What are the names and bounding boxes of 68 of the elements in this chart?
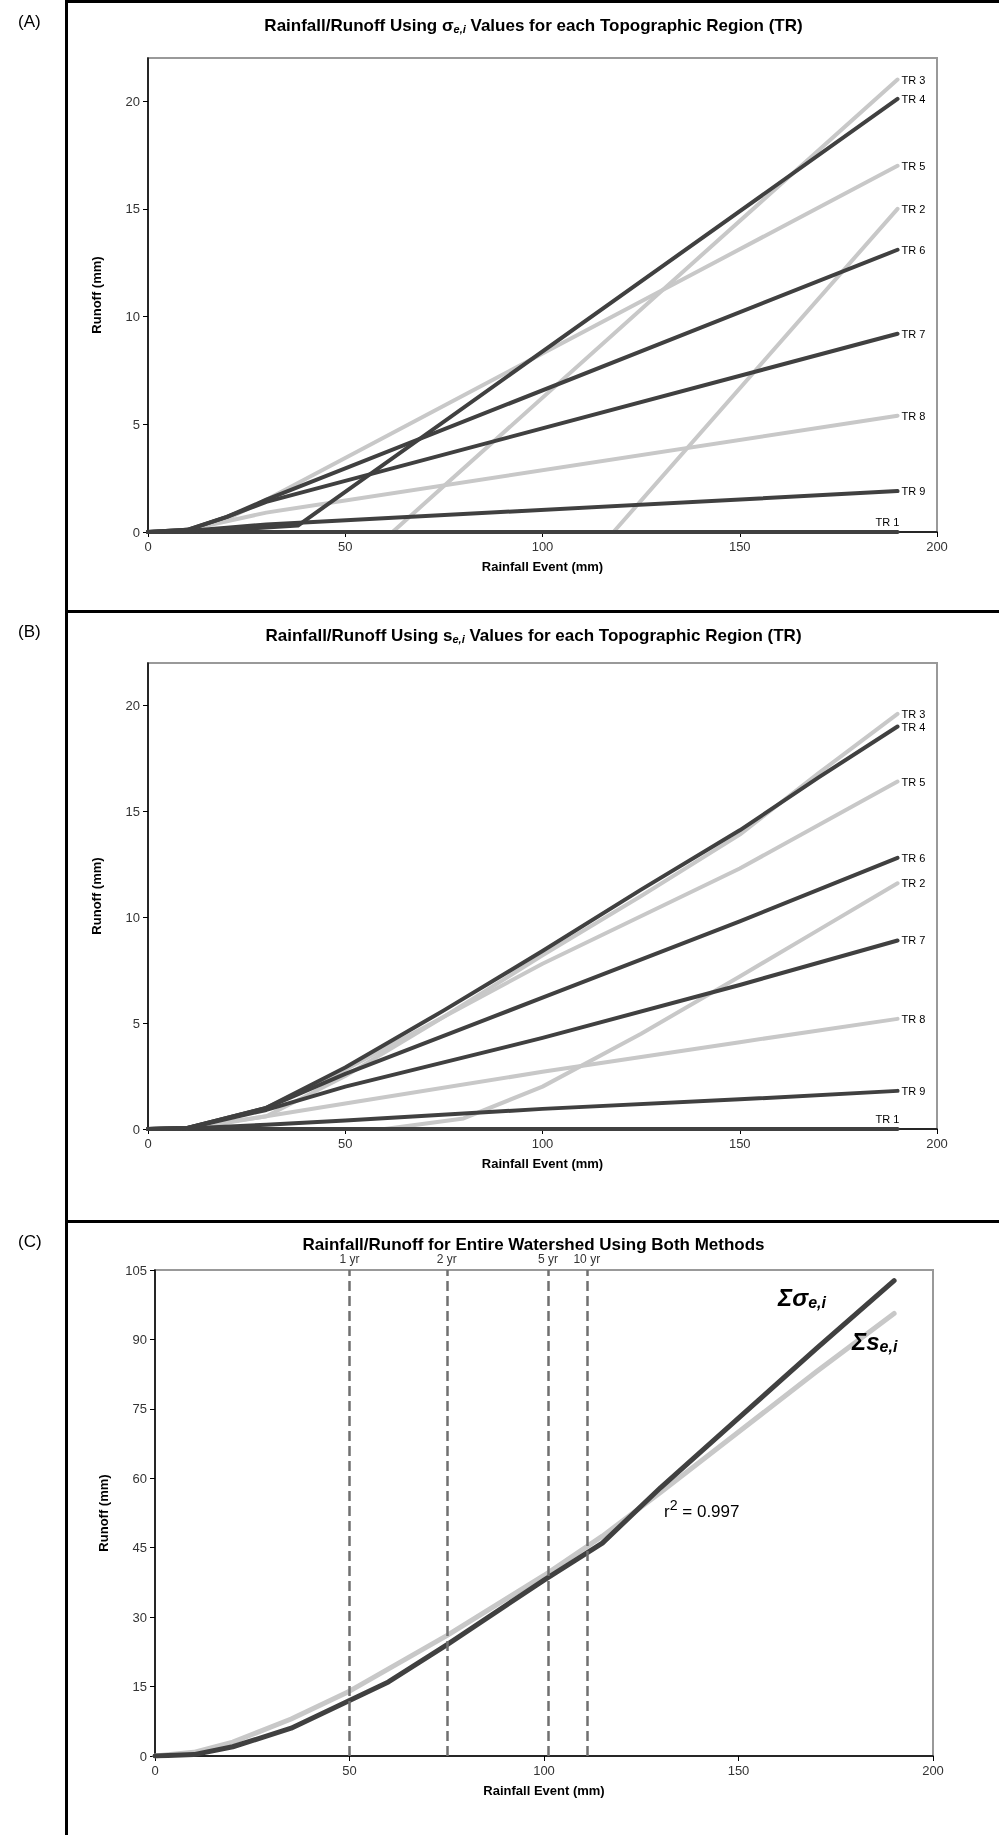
text: (C) — [18, 1232, 42, 1252]
y-axis-title: Runoff (mm) — [96, 1474, 111, 1552]
series-label: TR 8 — [901, 1012, 926, 1025]
series-label: TR 3 — [901, 73, 926, 86]
series-label: TR 5 — [901, 775, 926, 788]
y-tick-label: 20 — [125, 93, 140, 109]
x-tick-label: 150 — [728, 1136, 751, 1151]
series-label: TR 1 — [875, 1113, 900, 1125]
y-tick-label: 0 — [132, 524, 140, 540]
y-tick-label: 0 — [132, 1121, 140, 1137]
chart-title: Rainfall/Runoff Using se,i Values for each Topographic Region (TR) — [265, 625, 802, 645]
x-axis-title: Rainfall Event (mm) — [483, 1783, 605, 1798]
y-tick-label: 90 — [132, 1331, 147, 1347]
series-label: TR 8 — [901, 409, 926, 422]
y-tick-label: 105 — [125, 1262, 147, 1278]
series-label: TR 4 — [901, 92, 926, 105]
y-tick-label: 10 — [125, 309, 140, 325]
x-axis-title: Rainfall Event (mm) — [481, 559, 604, 574]
series-label: TR 9 — [901, 1084, 926, 1097]
x-axis-title: Rainfall Event (mm) — [481, 1156, 604, 1171]
series-label: TR 4 — [901, 720, 926, 733]
x-tick-label: 100 — [531, 1136, 554, 1151]
series-label: TR 5 — [901, 159, 926, 172]
x-tick-label: 50 — [338, 1136, 353, 1151]
y-tick-label: 75 — [132, 1401, 147, 1417]
text: (A) — [18, 12, 41, 32]
y-tick-label: 10 — [125, 909, 140, 925]
y-tick-label: 60 — [132, 1470, 147, 1486]
series-label: TR 7 — [901, 934, 926, 947]
y-axis-title: Runoff (mm) — [89, 256, 104, 334]
series-label: TR 6 — [901, 243, 926, 256]
y-tick-label: 5 — [132, 1015, 140, 1031]
ref-line-label: 5 yr — [537, 1252, 558, 1266]
series-label: Σσe,i — [777, 1284, 827, 1312]
y-tick-label: 0 — [139, 1748, 147, 1764]
series-label: TR 9 — [901, 485, 926, 498]
series-label: TR 2 — [901, 877, 926, 890]
series-label: TR 7 — [901, 327, 926, 340]
text: (B) — [18, 622, 41, 642]
x-tick-label: 50 — [342, 1763, 357, 1778]
y-tick-label: 30 — [132, 1609, 147, 1625]
ref-line-label: 2 yr — [436, 1252, 457, 1266]
series-label: TR 6 — [901, 851, 926, 864]
chart-title: Rainfall/Runoff Using σe,i Values for each Topographic Region (TR) — [264, 15, 803, 35]
x-tick-label: 200 — [926, 1136, 948, 1151]
x-tick-label: 200 — [926, 539, 948, 554]
x-tick-label: 100 — [531, 539, 554, 554]
x-tick-label: 100 — [533, 1763, 555, 1778]
y-axis-title: Runoff (mm) — [89, 857, 104, 935]
series-label: TR 3 — [901, 707, 926, 720]
y-tick-label: 20 — [125, 697, 140, 713]
ref-line-label: 1 yr — [339, 1252, 360, 1266]
x-tick-label: 150 — [727, 1763, 750, 1778]
chart-title: Rainfall/Runoff for Entire Watershed Using Both Methods — [302, 1235, 765, 1254]
ref-line-label: 10 yr — [573, 1252, 601, 1266]
x-tick-label: 50 — [338, 539, 353, 554]
y-tick-label: 15 — [132, 1679, 147, 1695]
series-label: Σse,i — [851, 1328, 898, 1356]
y-tick-label: 5 — [132, 416, 140, 432]
x-tick-label: 150 — [728, 539, 751, 554]
x-tick-label: 200 — [922, 1763, 944, 1778]
y-tick-label: 45 — [132, 1540, 147, 1556]
x-tick-label: 0 — [151, 1763, 159, 1778]
y-tick-label: 15 — [125, 201, 140, 217]
series-label: TR 1 — [875, 516, 900, 528]
series-label: TR 2 — [901, 202, 926, 215]
annotation: r$^{2}$ = 0.997 — [664, 1497, 740, 1522]
y-tick-label: 15 — [125, 803, 140, 819]
